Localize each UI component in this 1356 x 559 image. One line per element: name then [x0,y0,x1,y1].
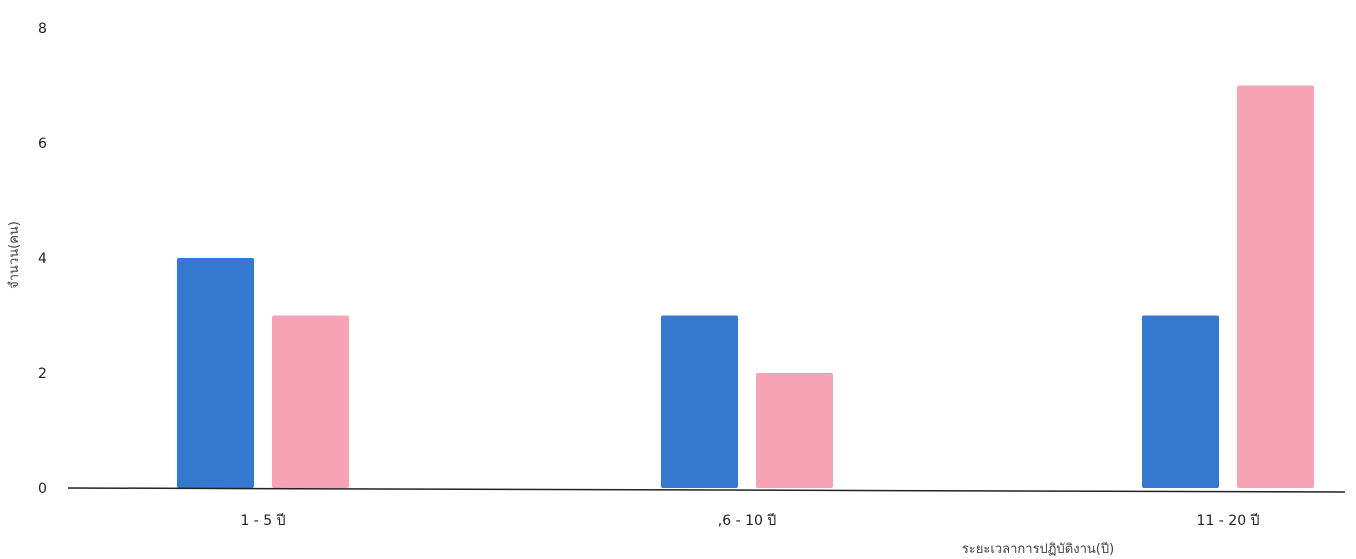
bar-series1-cat3 [1142,315,1219,488]
x-category-label: ,6 - 10 ปี [718,513,777,529]
bars [177,85,1314,488]
bar-series2-cat3 [1237,85,1314,488]
y-axis-title: จำนวน(คน) [7,221,22,289]
y-tick-label: 8 [38,21,47,37]
x-axis-category-labels: 1 - 5 ปี ,6 - 10 ปี 11 - 20 ปี [240,513,1259,529]
x-axis-line [67,487,1346,493]
y-tick-label: 4 [38,251,47,267]
x-category-label: 1 - 5 ปี [240,513,285,529]
x-category-label: 11 - 20 ปี [1197,513,1260,529]
bar-series2-cat2 [756,373,833,488]
bar-series1-cat1 [177,258,254,488]
y-tick-label: 2 [38,366,47,382]
bar-series1-cat2 [661,315,738,488]
y-tick-label: 0 [38,481,47,497]
bar-series2-cat1 [272,315,349,488]
x-axis-title: ระยะเวลาการปฏิบัติงาน(ปี) [962,541,1114,557]
y-axis-ticks: 0 2 4 6 8 [38,21,47,497]
y-tick-label: 6 [38,136,47,152]
